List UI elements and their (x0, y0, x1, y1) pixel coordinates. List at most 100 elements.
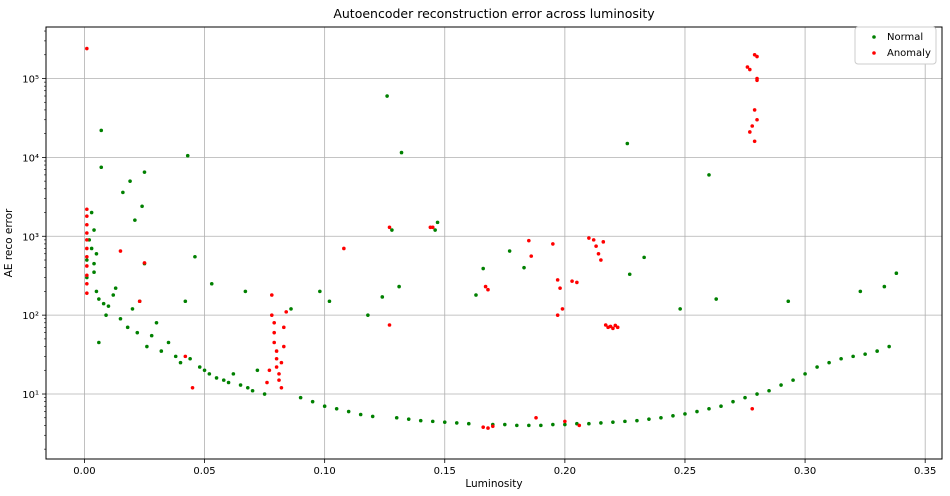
anomaly-point (529, 254, 534, 258)
normal-point (92, 228, 96, 232)
x-tick-label: 0.00 (73, 466, 95, 477)
normal-point (197, 365, 202, 369)
anomaly-point (750, 406, 755, 411)
anomaly-point (274, 356, 279, 361)
normal-point (188, 356, 192, 361)
normal-point (231, 372, 236, 376)
anomaly-point (85, 238, 89, 242)
y-axis-label: AE reco error (3, 208, 15, 277)
normal-point (882, 284, 887, 289)
anomaly-point (85, 214, 89, 218)
anomaly-point (481, 425, 485, 429)
normal-point (262, 392, 267, 396)
normal-point (111, 293, 116, 297)
anomaly-point (748, 130, 752, 134)
normal-point (827, 360, 831, 365)
normal-series (85, 94, 899, 428)
normal-point (683, 412, 687, 416)
anomaly-point (587, 236, 591, 240)
normal-point (671, 413, 675, 418)
normal-point (714, 297, 718, 301)
normal-point (366, 313, 370, 317)
normal-point (481, 266, 485, 271)
anomaly-point (85, 231, 89, 235)
anomaly-point (752, 139, 757, 144)
anomaly-point (282, 344, 286, 349)
anomaly-point (596, 251, 601, 256)
normal-point (786, 299, 791, 304)
anomaly-point (486, 426, 490, 430)
normal-point (159, 349, 164, 353)
normal-point (207, 372, 212, 376)
normal-point (815, 365, 819, 369)
anomaly-point (265, 380, 269, 385)
anomaly-point (558, 286, 562, 290)
anomaly-point (594, 244, 598, 248)
normal-point (92, 270, 96, 275)
normal-point (587, 421, 591, 426)
anomaly-point (387, 225, 392, 230)
x-tick-label: 0.25 (674, 466, 696, 477)
legend-label-normal: Normal (887, 32, 923, 43)
normal-point (678, 307, 682, 311)
normal-point (454, 421, 459, 425)
y-tick-label: 10¹ (22, 390, 39, 401)
normal-point (89, 210, 94, 215)
normal-point (370, 414, 375, 419)
normal-point (106, 304, 111, 308)
normal-point (149, 333, 154, 338)
normal-point (94, 289, 99, 294)
anomaly-point (137, 299, 142, 304)
legend-marker-anomaly (872, 51, 876, 55)
normal-point (527, 423, 531, 428)
normal-point (707, 173, 711, 177)
anomaly-point (430, 225, 435, 230)
anomaly-point (282, 325, 286, 330)
normal-point (94, 251, 99, 256)
anomaly-point (599, 258, 603, 262)
normal-point (695, 409, 699, 414)
normal-point (142, 170, 147, 174)
normal-point (193, 254, 197, 259)
normal-point (154, 320, 159, 325)
normal-point (647, 417, 651, 421)
normal-point (346, 409, 351, 414)
anomaly-point (270, 313, 274, 317)
normal-point (418, 418, 423, 423)
normal-point (551, 422, 555, 427)
anomaly-point (85, 254, 89, 259)
normal-point (85, 258, 89, 262)
anomaly-point (755, 78, 759, 83)
anomaly-point (534, 415, 538, 420)
normal-point (623, 419, 627, 424)
normal-point (185, 153, 190, 158)
anomaly-point (483, 284, 488, 289)
normal-point (358, 412, 363, 417)
anomaly-point (279, 360, 284, 365)
normal-point (113, 286, 118, 290)
normal-point (243, 289, 248, 294)
normal-point (133, 218, 137, 222)
x-tick-label: 0.05 (193, 466, 215, 477)
anomaly-point (527, 238, 531, 243)
anomaly-point (570, 279, 574, 283)
normal-point (298, 395, 303, 400)
normal-point (894, 271, 899, 276)
normal-point (97, 340, 101, 345)
legend-marker-normal (872, 35, 876, 39)
normal-point (803, 372, 807, 376)
normal-point (599, 421, 603, 425)
anomaly-point (274, 349, 279, 353)
normal-point (767, 388, 771, 393)
normal-point (435, 220, 440, 225)
anomaly-point (750, 124, 755, 128)
anomaly-point (613, 323, 618, 328)
anomaly-point (183, 354, 188, 359)
x-tick-label: 0.10 (314, 466, 336, 477)
anomaly-point (748, 67, 752, 72)
anomaly-point (190, 385, 195, 390)
normal-point (289, 307, 293, 311)
anomaly-point (142, 261, 147, 265)
anomaly-point (85, 222, 89, 227)
